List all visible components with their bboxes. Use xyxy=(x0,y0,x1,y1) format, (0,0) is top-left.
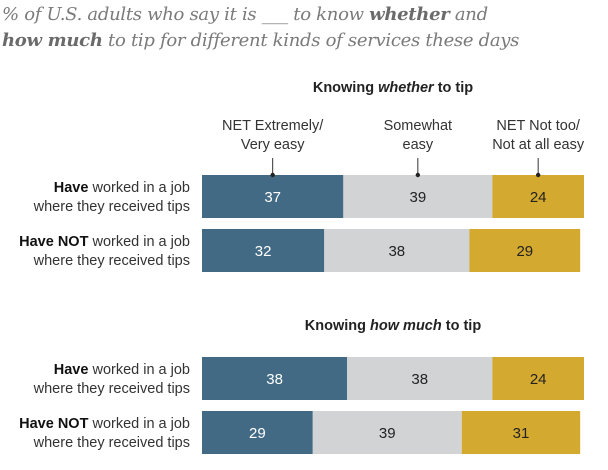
panel-title-text: Knowing xyxy=(305,318,370,334)
panel-title-emphasis: how much xyxy=(370,318,442,334)
row-label-text: worked in a job xyxy=(88,234,190,250)
bar-segment xyxy=(324,229,470,272)
data-label: 39 xyxy=(409,189,426,206)
row-label-text: worked in a job xyxy=(88,416,190,432)
panel-title-text: Knowing xyxy=(313,80,378,96)
data-label: 32 xyxy=(255,243,272,260)
bar-segment xyxy=(492,357,584,400)
bar-segment xyxy=(202,229,325,272)
title-emphasis: how much xyxy=(2,30,103,51)
legend-label: easy xyxy=(403,137,434,153)
row-label-bold: Have xyxy=(54,180,89,196)
row-label-line2: where they received tips xyxy=(33,253,190,269)
bar-segment xyxy=(312,411,462,454)
data-label: 38 xyxy=(266,371,283,388)
panel-title-text: to tip xyxy=(434,80,474,96)
bar-segment xyxy=(343,175,493,218)
title-text: and xyxy=(449,4,488,25)
row-label-bold: Have xyxy=(54,362,89,378)
legend-label: Not at all easy xyxy=(492,137,585,153)
bar-segment xyxy=(469,229,581,272)
legend-leader-dot xyxy=(270,172,275,178)
row-label-text: worked in a job xyxy=(88,362,190,378)
data-label: 24 xyxy=(530,371,547,388)
title-text: to tip for different kinds of services t… xyxy=(102,30,520,51)
row-label: Have worked in a job xyxy=(54,180,190,196)
panel-title: Knowing whether to tip xyxy=(313,80,473,96)
title-line-1: % of U.S. adults who say it is ___ to kn… xyxy=(2,2,602,28)
legend-label: NET Not too/ xyxy=(496,118,581,134)
data-label: 38 xyxy=(411,371,428,388)
row-label: Have worked in a job xyxy=(54,362,190,378)
legend-leader-dot xyxy=(415,172,421,178)
data-label: 24 xyxy=(530,189,547,206)
row-label-bold: Have NOT xyxy=(19,416,88,432)
row-label: Have NOT worked in a job xyxy=(19,416,190,432)
panel-title-emphasis: whether xyxy=(378,80,435,96)
legend-label: Very easy xyxy=(241,137,305,153)
title-emphasis: whether xyxy=(369,4,450,25)
bar-segment xyxy=(492,175,584,218)
data-label: 29 xyxy=(249,425,266,442)
bar-segment xyxy=(347,357,493,400)
bar-segment xyxy=(202,411,313,454)
row-label-text: worked in a job xyxy=(88,180,190,196)
data-label: 39 xyxy=(379,425,396,442)
data-label: 38 xyxy=(388,243,405,260)
panel-title: Knowing how much to tip xyxy=(305,318,482,334)
bar-segment xyxy=(461,411,581,454)
row-label-bold: Have NOT xyxy=(19,234,88,250)
title-text: % of U.S. adults who say it is ___ to kn… xyxy=(2,4,370,25)
chart-title: % of U.S. adults who say it is ___ to kn… xyxy=(2,2,602,54)
panel-title-text: to tip xyxy=(442,318,482,334)
legend-leader-dot xyxy=(535,172,541,178)
legend-label: Somewhat xyxy=(384,118,453,134)
data-label: 29 xyxy=(516,243,533,260)
row-label-line2: where they received tips xyxy=(33,435,190,451)
bar-segment xyxy=(202,175,344,218)
row-label: Have NOT worked in a job xyxy=(19,234,190,250)
data-label: 37 xyxy=(264,189,281,206)
row-label-line2: where they received tips xyxy=(33,381,190,397)
data-label: 31 xyxy=(513,425,530,442)
row-label-line2: where they received tips xyxy=(33,199,190,215)
bar-segment xyxy=(202,357,348,400)
legend-label: NET Extremely/ xyxy=(222,118,324,134)
title-line-2: how much to tip for different kinds of s… xyxy=(2,28,602,54)
